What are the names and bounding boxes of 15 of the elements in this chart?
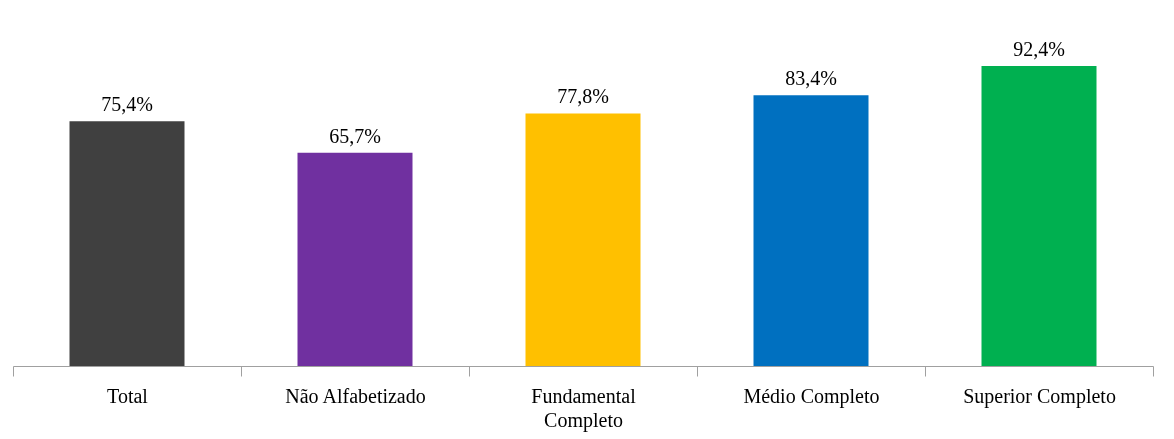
data-label: 65,7% bbox=[329, 124, 381, 147]
bar bbox=[297, 152, 413, 366]
bar bbox=[69, 121, 185, 366]
x-tick-label: Médio Completo bbox=[743, 384, 880, 408]
bar bbox=[753, 95, 869, 366]
x-tick-label: Total bbox=[107, 384, 149, 407]
data-label: 92,4% bbox=[1013, 38, 1065, 60]
data-label: 75,4% bbox=[101, 93, 153, 116]
x-tick-label: Fundamental Completo bbox=[531, 384, 637, 432]
data-label: 83,4% bbox=[785, 67, 837, 90]
x-tick-label: Superior Completo bbox=[963, 384, 1116, 408]
bar bbox=[981, 66, 1097, 366]
bar bbox=[525, 113, 641, 366]
data-label: 77,8% bbox=[557, 85, 609, 108]
x-tick-label: Não Alfabetizado bbox=[285, 384, 426, 407]
